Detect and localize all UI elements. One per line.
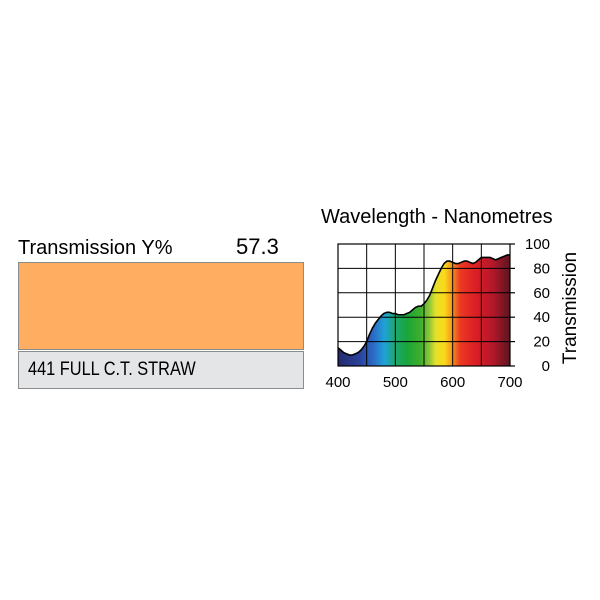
x-tick-label: 400 xyxy=(325,374,350,391)
x-tick-label: 500 xyxy=(383,374,408,391)
y-tick-label: 40 xyxy=(533,309,550,326)
y-tick-label: 60 xyxy=(533,285,550,302)
filter-name-box: 441 FULL C.T. STRAW xyxy=(18,351,304,389)
plot-frame xyxy=(337,243,511,367)
y-axis-label: Transmission xyxy=(560,252,581,364)
y-tick-label: 80 xyxy=(533,260,550,277)
y-tick-label: 100 xyxy=(525,236,550,253)
y-tick-label: 20 xyxy=(533,334,550,351)
y-tick-label: 0 xyxy=(542,358,550,375)
transmission-curve xyxy=(337,254,510,356)
color-swatch xyxy=(18,262,304,350)
chart-grid xyxy=(338,244,510,366)
chart-title: Wavelength - Nanometres xyxy=(321,206,553,228)
transmission-value: 57.3 xyxy=(236,234,279,259)
x-tick-label: 600 xyxy=(440,374,465,391)
transmission-label: Transmission Y% xyxy=(18,237,173,259)
transmission-chart: 400 500 600 700 0 20 40 60 80 100 Transmission xyxy=(325,236,581,391)
filter-name: 441 FULL C.T. STRAW xyxy=(28,359,196,380)
x-tick-label: 700 xyxy=(497,374,522,391)
